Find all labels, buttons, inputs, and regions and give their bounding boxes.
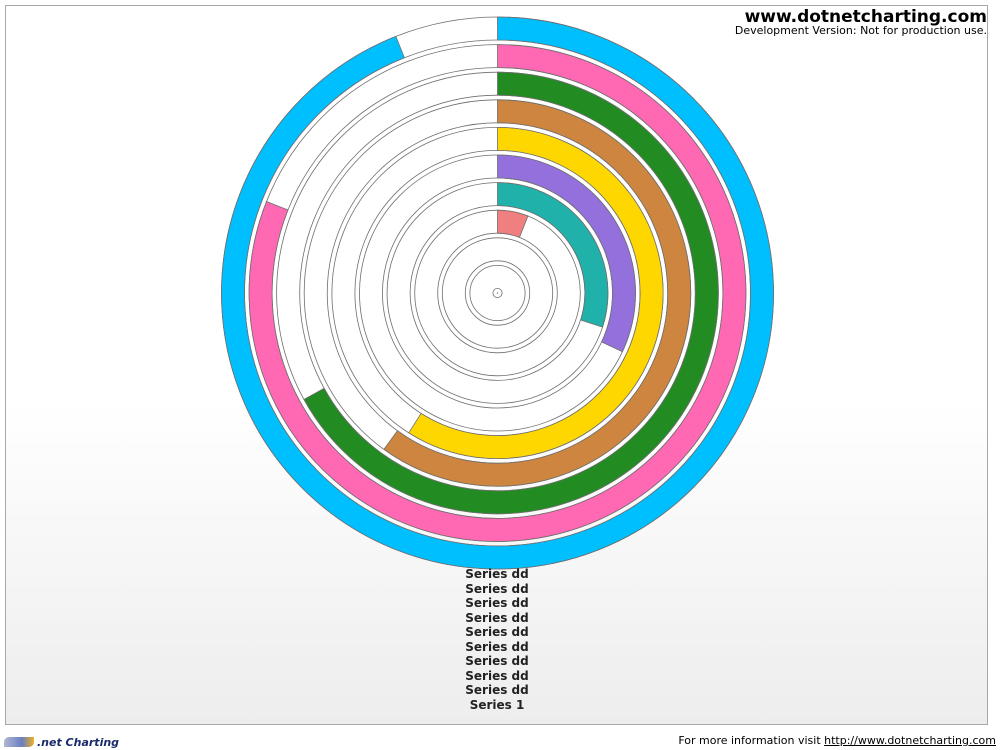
legend-entry: Series dd — [465, 683, 529, 697]
ring-bar-3 — [497, 209, 529, 238]
legend-entry: Series dd — [465, 567, 529, 581]
logo-mark-icon — [4, 737, 34, 747]
footer-link[interactable]: http://www.dotnetcharting.com — [824, 734, 996, 747]
ring-bar-10 — [221, 16, 774, 570]
legend-entry: Series dd — [465, 596, 529, 610]
legend-entry: Series dd — [465, 639, 529, 654]
legend-entry: Series dd — [465, 610, 529, 625]
ring-bar-7 — [383, 99, 692, 487]
ring-bar-8 — [303, 71, 719, 515]
legend: Series dd Series dd Series dd Series dd Seri… — [0, 567, 994, 712]
watermark-subtitle: Development Version: Not for production … — [734, 24, 987, 37]
legend-entry: Series dd — [465, 668, 529, 683]
dotnetcharting-logo: .net Charting — [4, 735, 119, 749]
ring-bar-5 — [497, 154, 636, 353]
center-dot — [496, 292, 499, 294]
ring-bar-6 — [408, 126, 664, 459]
watermark-title: www.dotnetcharting.com — [744, 7, 987, 27]
footer-info: For more information visit http://www.do… — [678, 734, 996, 747]
ring-bar-4 — [497, 182, 609, 328]
legend-entry: Series dd — [465, 654, 529, 668]
ring-bar-9 — [248, 44, 747, 542]
legend-entry: Series dd — [465, 625, 529, 639]
legend-entry: Series dd — [465, 581, 529, 596]
footer-info-text: For more information visit — [678, 734, 821, 747]
legend-entry: Series 1 — [469, 697, 525, 712]
ring-track-3 — [414, 209, 581, 377]
logo-text: .net Charting — [37, 735, 120, 749]
ring-track-2 — [441, 237, 554, 349]
ring-track-1 — [469, 264, 526, 322]
